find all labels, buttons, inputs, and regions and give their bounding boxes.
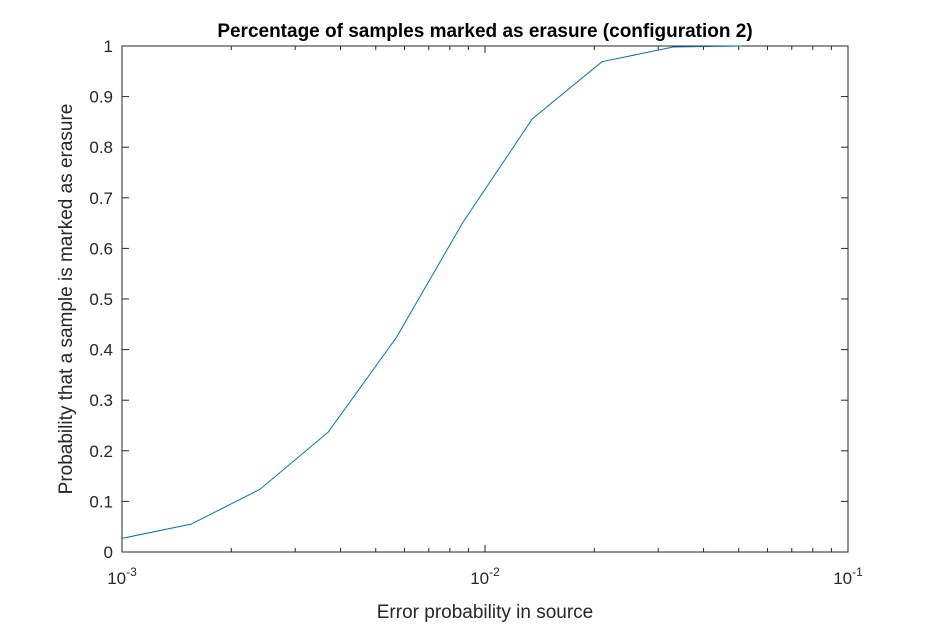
y-tick-label: 0.4: [89, 341, 113, 360]
y-tick-label: 0.2: [89, 442, 113, 461]
plot-area: [121, 45, 849, 553]
chart-title: Percentage of samples marked as erasure …: [217, 21, 752, 42]
y-tick-label: 0.1: [89, 492, 113, 511]
y-axis: 0 0.1 0.2 0.3 0.4 0.5 0.6 0.7 0.8 0.9 1: [89, 37, 848, 562]
x-tick-label: 10-1: [833, 565, 863, 588]
x-tick-base: 10: [107, 569, 126, 588]
x-axis: 10-3 10-2 10-1: [107, 46, 863, 588]
y-tick-label: 0: [104, 543, 113, 562]
x-axis-label: Error probability in source: [377, 602, 593, 623]
series-layer: [121, 45, 742, 539]
y-tick-label: 0.3: [89, 391, 113, 410]
x-tick-exponent: -2: [489, 565, 500, 579]
x-tick-label: 10-3: [107, 565, 137, 588]
x-tick-exponent: -3: [126, 565, 137, 579]
x-tick-exponent: -1: [852, 565, 863, 579]
y-axis-label: Probability that a sample is marked as e…: [56, 104, 77, 495]
y-tick-label: 1: [104, 37, 113, 56]
series-line: [121, 45, 742, 539]
x-tick-label: 10-2: [470, 565, 500, 588]
x-tick-base: 10: [470, 569, 489, 588]
y-tick-label: 0.8: [89, 138, 113, 157]
y-tick-label: 0.7: [89, 189, 113, 208]
y-tick-label: 0.6: [89, 239, 113, 258]
y-tick-label: 0.5: [89, 290, 113, 309]
y-tick-label: 0.9: [89, 88, 113, 107]
x-tick-base: 10: [833, 569, 852, 588]
